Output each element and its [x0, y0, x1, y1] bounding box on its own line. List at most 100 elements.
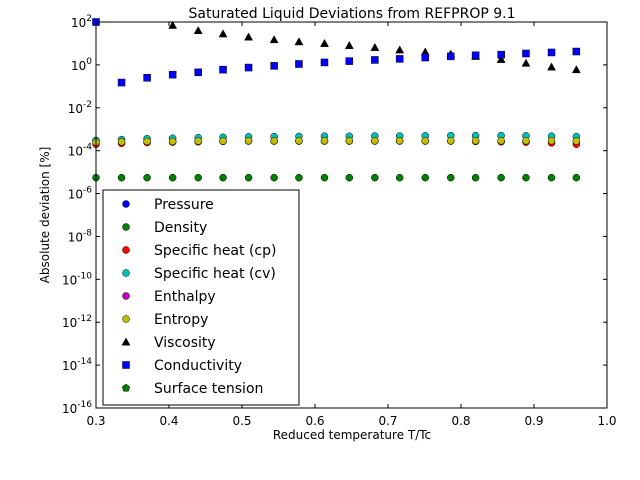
data-point [168, 20, 178, 29]
y-tick-label: 10-10 [62, 271, 92, 287]
legend-item: Pressure [122, 197, 214, 213]
data-point [497, 137, 505, 145]
data-point [547, 173, 556, 182]
data-point [143, 173, 151, 182]
legend-marker [122, 315, 130, 323]
data-point [320, 173, 329, 182]
data-point [320, 58, 329, 67]
legend-label: Conductivity [154, 358, 242, 374]
data-point [218, 29, 228, 38]
data-point [117, 173, 126, 182]
y-axis-label: Absolute deviation [%] [38, 147, 52, 284]
x-axis: 0.3 0.4 0.5 0.6 0.7 0.8 0.9 1.0 [86, 22, 617, 428]
legend-item: Conductivity [122, 358, 242, 374]
data-point [219, 173, 227, 182]
legend-label: Pressure [154, 197, 214, 213]
data-point [370, 42, 380, 51]
legend-label: Specific heat (cv) [154, 266, 276, 282]
data-point [395, 55, 404, 63]
series-entropy [92, 137, 581, 146]
legend-marker [122, 223, 130, 231]
series-conductivity [92, 18, 581, 87]
y-tick-label: 10-6 [68, 186, 93, 202]
data-point [345, 57, 354, 65]
legend-label: Surface tension [154, 381, 263, 397]
data-point [345, 173, 354, 182]
data-point [219, 137, 227, 145]
data-point [320, 38, 329, 47]
data-point [143, 74, 151, 82]
x-tick-label: 0.9 [524, 414, 543, 428]
legend-marker [122, 200, 130, 208]
series-density [92, 173, 581, 182]
x-tick-label: 0.4 [159, 414, 178, 428]
legend-item: Specific heat (cp) [122, 243, 276, 259]
y-tick-label: 102 [71, 14, 92, 30]
legend-label: Viscosity [154, 335, 216, 351]
data-point [447, 137, 455, 145]
data-point [572, 47, 581, 56]
data-point [270, 62, 278, 70]
data-point [168, 137, 177, 146]
x-tick-label: 0.3 [86, 414, 105, 428]
series-viscosity [168, 20, 581, 74]
data-point [471, 137, 480, 145]
data-point [117, 78, 126, 87]
data-point [421, 137, 429, 145]
data-point [497, 173, 505, 182]
data-point [269, 35, 279, 44]
data-point [521, 58, 531, 67]
data-point [168, 70, 177, 79]
data-point [395, 173, 404, 182]
y-tick-label: 10-8 [68, 228, 93, 244]
x-axis-label: Reduced temperature T/Tc [273, 428, 431, 442]
data-point [219, 65, 227, 74]
data-point [194, 173, 202, 182]
data-point [421, 53, 429, 62]
data-point [371, 173, 379, 182]
data-point [295, 60, 303, 68]
data-point [194, 137, 202, 145]
legend-label: Enthalpy [154, 289, 216, 305]
legend-marker [121, 337, 131, 346]
data-point [547, 48, 556, 57]
data-point [294, 37, 304, 46]
data-point [522, 173, 530, 182]
data-point [572, 173, 581, 182]
data-point [244, 173, 253, 182]
legend-marker [122, 269, 130, 277]
data-point [295, 137, 303, 145]
legend-item: Viscosity [121, 335, 216, 351]
y-axis: 102 100 10-2 10-4 10-6 10-8 10-10 10-12 10-14 10-… [62, 14, 607, 416]
y-tick-label: 10-12 [62, 314, 92, 330]
data-point [571, 65, 581, 74]
y-tick-label: 10-14 [62, 357, 92, 373]
legend: Pressure Density Specific heat (cp) Specifi… [102, 189, 300, 406]
data-point [496, 54, 506, 63]
legend-box [102, 189, 300, 406]
data-point [143, 137, 151, 146]
data-point [320, 137, 329, 145]
data-point [547, 137, 556, 145]
x-tick-label: 1.0 [597, 414, 616, 428]
legend-item: Surface tension [121, 381, 263, 397]
plot-frame [95, 21, 608, 409]
y-tick-label: 10-16 [62, 400, 92, 416]
legend-label: Entropy [154, 312, 208, 328]
legend-marker [121, 383, 131, 392]
x-tick-label: 0.6 [305, 414, 324, 428]
data-point [371, 137, 379, 145]
data-point [244, 137, 253, 145]
chart-title: Saturated Liquid Deviations from REFPROP… [189, 6, 516, 22]
legend-item: Entropy [122, 312, 208, 328]
data-point [244, 32, 253, 41]
data-point [447, 52, 455, 61]
legend-marker [122, 246, 130, 254]
legend-marker [122, 292, 130, 300]
legend-item: Specific heat (cv) [122, 266, 276, 282]
data-point [168, 173, 177, 182]
data-point [244, 63, 253, 72]
data-point [344, 41, 354, 49]
y-tick-label: 10-4 [68, 143, 93, 159]
